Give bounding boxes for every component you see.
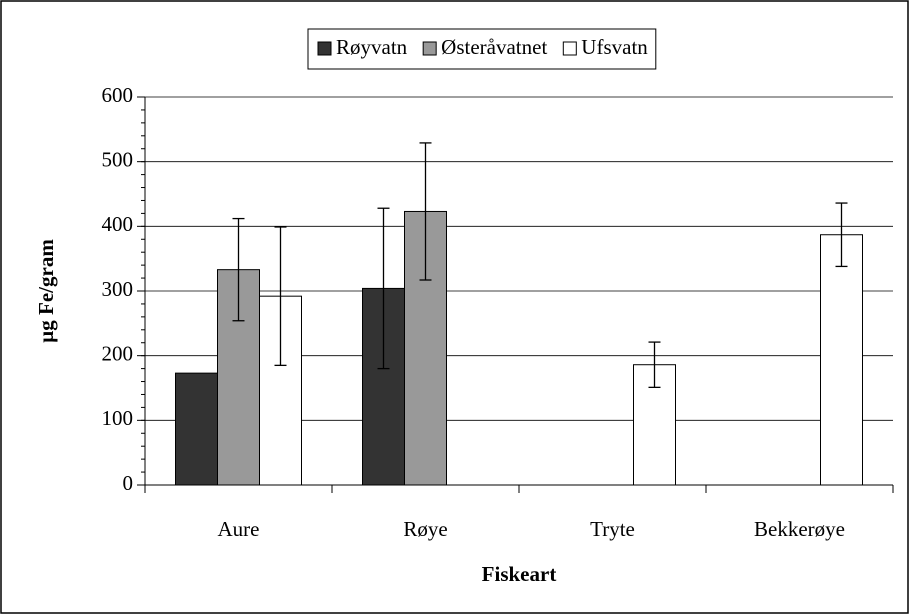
error-bar [274, 226, 287, 367]
legend-swatch [317, 41, 332, 56]
legend-label: Ufsvatn [581, 35, 648, 59]
legend-label: Østeråvatnet [441, 35, 547, 59]
y-tick-label: 100 [102, 406, 134, 430]
legend-swatch [562, 41, 577, 56]
error-bar [232, 217, 245, 322]
x-tick-label: Aure [218, 517, 260, 541]
y-tick-label: 400 [102, 212, 134, 236]
bar [175, 372, 218, 486]
y-tick-label: 0 [123, 471, 134, 495]
error-bar [648, 341, 661, 389]
y-tick-label: 500 [102, 147, 134, 171]
y-axis-label: µg Fe/gram [34, 239, 58, 343]
y-tick-label: 300 [102, 277, 134, 301]
y-tick-label: 200 [102, 341, 134, 365]
legend-box [307, 28, 657, 70]
legend-swatch [422, 41, 437, 56]
x-axis-label: Fiskeart [482, 562, 557, 586]
y-tick-label: 600 [102, 83, 134, 107]
legend-label: Røyvatn [336, 35, 408, 59]
error-bar [377, 207, 390, 370]
x-tick-label: Bekkerøye [754, 517, 845, 541]
x-tick-label: Tryte [590, 517, 635, 541]
error-bar [835, 202, 848, 268]
x-tick-label: Røye [403, 517, 447, 541]
error-bar [419, 142, 432, 281]
bar [820, 234, 863, 486]
